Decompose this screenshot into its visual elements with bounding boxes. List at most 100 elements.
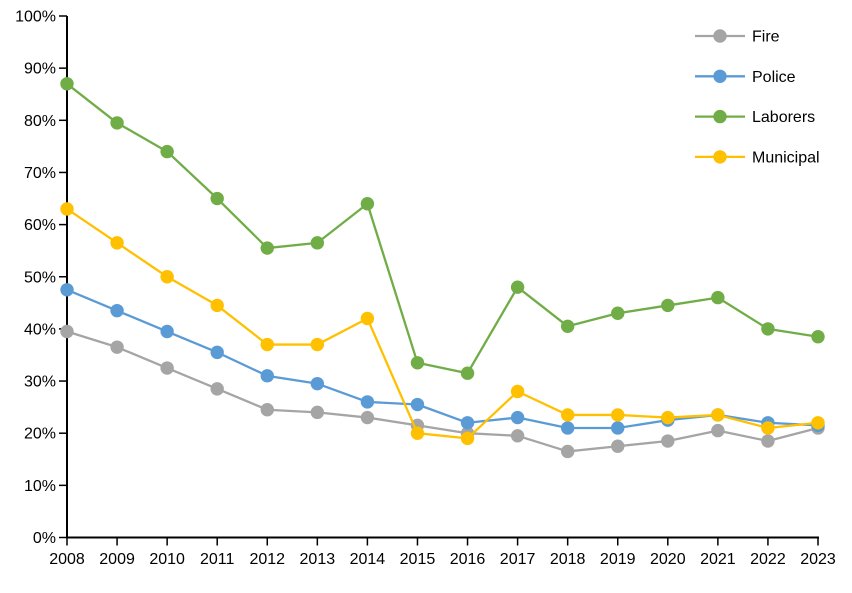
data-point-municipal-2011 [210, 298, 224, 313]
series-laborers [60, 77, 825, 380]
series-line-fire [66, 330, 819, 453]
data-point-municipal-2019 [611, 408, 625, 422]
series-line-municipal [66, 208, 819, 440]
x-axis-tick-label: 2016 [450, 551, 486, 568]
x-axis-tick-label: 2014 [350, 551, 386, 568]
data-point-police-2009 [110, 303, 124, 318]
x-axis-tick-label: 2010 [149, 551, 185, 568]
data-point-police-2019 [611, 421, 625, 435]
data-point-municipal-2008 [60, 202, 74, 216]
data-point-fire-2009 [110, 340, 124, 354]
x-axis-tick-label: 2022 [750, 551, 786, 568]
data-point-laborers-2015 [410, 356, 425, 370]
data-point-police-2018 [560, 421, 575, 435]
data-point-municipal-2014 [360, 311, 375, 326]
data-point-fire-2018 [560, 444, 575, 459]
data-point-police-2011 [210, 345, 224, 360]
data-point-municipal-2022 [761, 421, 775, 435]
data-point-police-2014 [360, 395, 375, 409]
data-point-fire-2022 [761, 434, 775, 448]
data-point-municipal-2012 [260, 337, 274, 352]
data-point-laborers-2009 [110, 116, 124, 130]
data-point-laborers-2018 [560, 319, 575, 333]
data-point-fire-2017 [510, 429, 525, 443]
data-point-laborers-2021 [711, 290, 725, 305]
legend-marker-icon [713, 29, 727, 43]
legend-label: Police [752, 69, 796, 86]
data-point-municipal-2021 [711, 408, 725, 422]
x-axis-tick-label: 2020 [650, 551, 686, 568]
y-axis-tick-label: 50% [24, 269, 56, 286]
x-axis-tick-label: 2018 [550, 551, 586, 568]
data-point-municipal-2009 [110, 236, 124, 250]
legend-label: Laborers [752, 109, 815, 126]
data-point-municipal-2020 [661, 410, 675, 425]
y-axis-tick-label: 80% [24, 113, 56, 130]
data-point-laborers-2023 [811, 330, 825, 344]
x-axis-tick-label: 2015 [400, 551, 436, 568]
data-point-municipal-2016 [460, 431, 475, 446]
data-point-fire-2008 [60, 324, 74, 339]
data-point-fire-2012 [260, 403, 274, 417]
y-axis-tick-label: 60% [24, 217, 56, 234]
data-point-laborers-2017 [510, 280, 525, 294]
legend-item-fire: Fire [695, 29, 780, 46]
series-line-police [66, 288, 819, 430]
y-axis-tick-label: 30% [24, 374, 56, 391]
data-point-municipal-2015 [410, 426, 425, 440]
series-police [60, 283, 825, 435]
x-axis-tick-label: 2013 [300, 551, 336, 568]
data-point-fire-2021 [711, 423, 725, 438]
legend-marker-icon [713, 69, 727, 84]
y-axis-tick-label: 40% [24, 321, 56, 338]
data-point-fire-2010 [160, 361, 174, 375]
data-point-municipal-2023 [811, 416, 825, 430]
x-axis-tick-label: 2011 [200, 551, 235, 568]
data-point-police-2008 [60, 283, 74, 297]
data-point-laborers-2012 [260, 241, 274, 255]
x-axis-tick-label: 2023 [800, 551, 836, 568]
y-axis-tick-label: 70% [24, 165, 56, 182]
data-point-laborers-2022 [761, 322, 775, 336]
legend-label: Fire [752, 29, 780, 46]
y-axis-tick-label: 100% [15, 9, 56, 26]
data-point-police-2010 [160, 324, 174, 339]
data-point-police-2012 [260, 369, 274, 383]
x-axis-tick-label: 2008 [49, 551, 85, 568]
data-point-laborers-2014 [360, 197, 375, 211]
data-point-municipal-2017 [510, 384, 525, 399]
data-point-laborers-2013 [310, 236, 325, 250]
y-axis-tick-label: 20% [24, 426, 56, 443]
data-point-laborers-2019 [611, 306, 625, 320]
legend: Fire Police Laborers Municipal [695, 29, 820, 166]
series-fire [60, 324, 825, 459]
data-point-municipal-2010 [160, 270, 174, 284]
data-point-municipal-2013 [310, 337, 325, 352]
data-point-laborers-2008 [60, 77, 74, 91]
y-axis-tick-label: 10% [24, 478, 56, 495]
data-point-laborers-2016 [460, 366, 475, 380]
data-point-municipal-2018 [560, 408, 575, 422]
y-axis-tick-label: 90% [24, 61, 56, 78]
data-point-laborers-2011 [210, 191, 224, 206]
series-line-laborers [66, 82, 819, 375]
y-axis-tick-label: 0% [33, 530, 56, 547]
x-axis-tick-label: 2012 [249, 551, 285, 568]
legend-item-laborers: Laborers [695, 109, 815, 126]
data-point-police-2013 [310, 376, 325, 391]
legend-item-police: Police [695, 69, 796, 86]
data-point-fire-2011 [210, 382, 224, 396]
legend-marker-icon [713, 150, 727, 164]
data-point-laborers-2020 [661, 298, 675, 313]
data-point-fire-2019 [611, 439, 625, 453]
series-municipal [60, 202, 825, 446]
data-point-police-2017 [510, 410, 525, 425]
data-point-police-2016 [460, 416, 475, 430]
legend-item-municipal: Municipal [695, 149, 820, 166]
legend-label: Municipal [752, 149, 820, 166]
x-axis-tick-label: 2021 [700, 551, 736, 568]
data-point-police-2015 [410, 397, 425, 412]
x-axis-tick-label: 2009 [99, 551, 135, 568]
